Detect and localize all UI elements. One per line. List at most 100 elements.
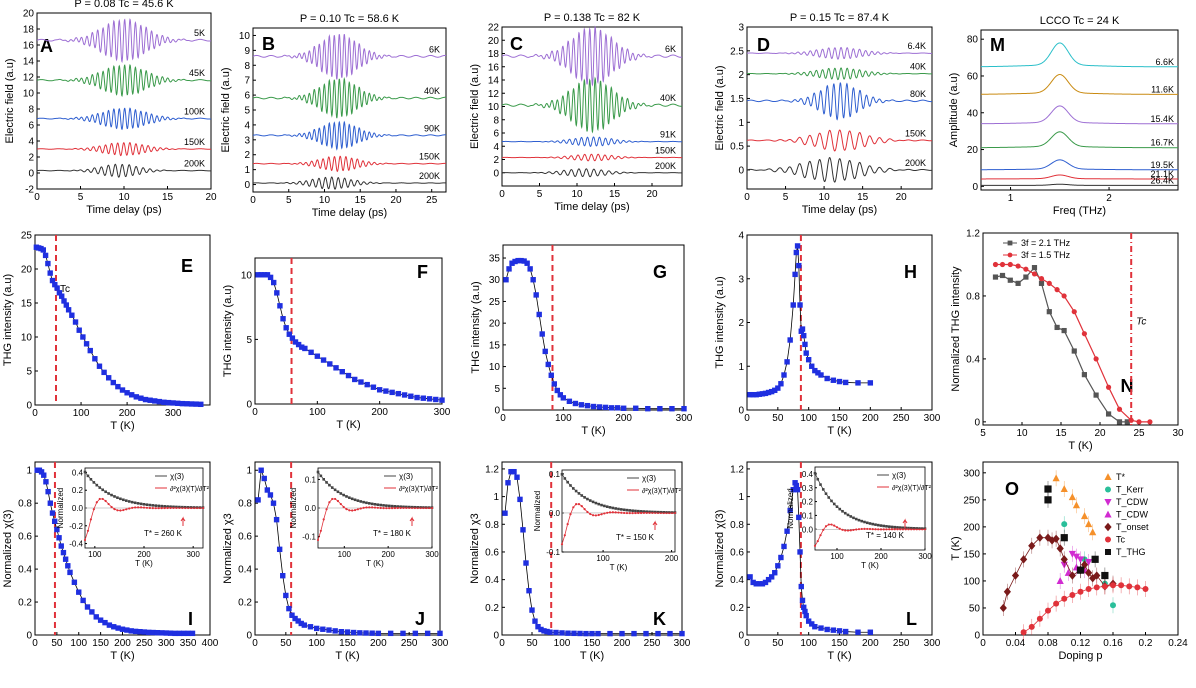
y-tick-label: 8: [244, 61, 250, 72]
data-point: [274, 290, 280, 296]
x-axis-label: Time delay (ps): [554, 201, 629, 213]
series-line: [501, 76, 683, 134]
data-point: [80, 597, 86, 604]
x-tick-label: 150: [831, 638, 848, 649]
data-point: [793, 482, 800, 489]
data-point: [1061, 293, 1067, 299]
data-point: [258, 467, 264, 473]
data-point: [80, 334, 86, 340]
data-point: [1044, 485, 1052, 493]
x-tick-label: 150: [339, 638, 356, 649]
data-point: [750, 391, 756, 398]
series-label: 6.4K: [907, 41, 926, 51]
y-tick-label: 0.6: [485, 547, 499, 558]
x-axis-label: T (K): [110, 650, 134, 662]
x-tick-label: 300: [158, 638, 175, 649]
data-point: [146, 629, 152, 636]
data-point: [799, 326, 806, 332]
data-point: [1104, 522, 1112, 532]
data-point: [796, 514, 802, 521]
data-point: [167, 630, 174, 636]
data-point: [1054, 324, 1060, 331]
inset-y-tick-label: 0.0: [72, 504, 84, 513]
y-tick-label: 200: [963, 522, 980, 533]
data-point: [147, 397, 153, 403]
data-point: [1011, 571, 1020, 580]
x-tick-label: 300: [674, 638, 691, 649]
series-label: 26.4K: [1150, 175, 1174, 185]
data-point: [273, 516, 280, 523]
panel-letter: F: [417, 262, 428, 282]
data-point: [437, 630, 443, 637]
panel-letter: C: [510, 34, 523, 54]
data-point: [530, 277, 536, 283]
data-point: [815, 370, 821, 376]
x-tick-label: 100: [554, 638, 571, 649]
x-tick-label: 10: [319, 195, 331, 206]
data-point: [83, 341, 90, 347]
data-point: [65, 307, 72, 313]
x-tick-label: 0: [744, 638, 750, 649]
data-point: [313, 625, 320, 632]
inset-x-label: T (K): [610, 563, 628, 572]
data-point: [179, 400, 186, 407]
data-point: [1007, 240, 1013, 246]
data-point: [1101, 583, 1108, 590]
inset-y-tick-label: -0.1: [546, 548, 560, 557]
data-point: [521, 258, 527, 264]
x-tick-label: 100: [555, 413, 572, 424]
inset-x-tick-label: 200: [874, 552, 888, 561]
tstar-arrow: [180, 516, 186, 526]
data-point: [830, 377, 837, 383]
data-point: [1045, 607, 1051, 614]
x-tick-label: 0: [500, 413, 506, 424]
data-point: [794, 486, 801, 493]
y-tick-label: 3: [244, 135, 250, 146]
series-line: [252, 176, 447, 190]
data-point: [132, 628, 139, 635]
x-tick-label: 300: [924, 413, 941, 424]
data-point: [1085, 568, 1093, 578]
data-point: [1036, 615, 1043, 622]
data-point: [999, 272, 1006, 279]
y-tick-label: 300: [963, 468, 980, 479]
data-point: [1068, 550, 1076, 558]
x-tick-label: 250: [644, 638, 661, 649]
data-point: [553, 629, 559, 636]
data-point: [790, 302, 796, 308]
data-point: [292, 615, 298, 622]
series-label: 16.7K: [1150, 138, 1174, 148]
series-label: 200K: [184, 159, 205, 169]
x-tick-label: 15: [162, 192, 174, 203]
data-point: [787, 337, 793, 343]
data-point: [1076, 556, 1085, 564]
data-point: [271, 279, 277, 286]
inset-j: 100 200 300 -0.1 0.0 0.1 T (K) Normalized χ(3) ∂²…: [289, 467, 439, 568]
data-point: [524, 260, 530, 266]
x-tick-label: 2: [1106, 193, 1112, 204]
data-point: [189, 630, 196, 637]
y-tick-label: 0: [26, 401, 32, 412]
y-tick-label: 1: [493, 492, 499, 503]
y-tick-label: 22: [488, 23, 500, 34]
y-tick-label: 0.2: [485, 603, 499, 614]
data-point: [141, 629, 148, 635]
y-tick-label: 3: [738, 23, 744, 34]
x-tick-label: 0: [744, 192, 750, 203]
series-line: [36, 18, 212, 64]
panel-letter: B: [262, 34, 275, 54]
x-tick-label: 0: [32, 638, 38, 649]
y-axis-label: T (K): [950, 536, 962, 560]
x-tick-label: 300: [165, 408, 182, 419]
inset-y-tick-label: 0.1: [305, 475, 317, 484]
panel-h: 0 50 100 150 200 250 300 0 1 2 3 4 T (K) THG intensit…: [714, 231, 941, 438]
series-label: 11.6K: [1151, 84, 1174, 94]
y-tick-label: 35: [489, 254, 501, 265]
panel-i: 0 50 100 150 200 250 300 350 400 0 0.2 0.4 0.6 0.8 1 T …: [2, 461, 219, 662]
y-axis-label: Electric field (a.u): [4, 59, 16, 144]
inset-derivative-line: [561, 503, 675, 545]
data-point: [790, 486, 796, 493]
data-point: [787, 507, 793, 514]
data-point: [747, 391, 753, 398]
series-line: [252, 34, 447, 80]
